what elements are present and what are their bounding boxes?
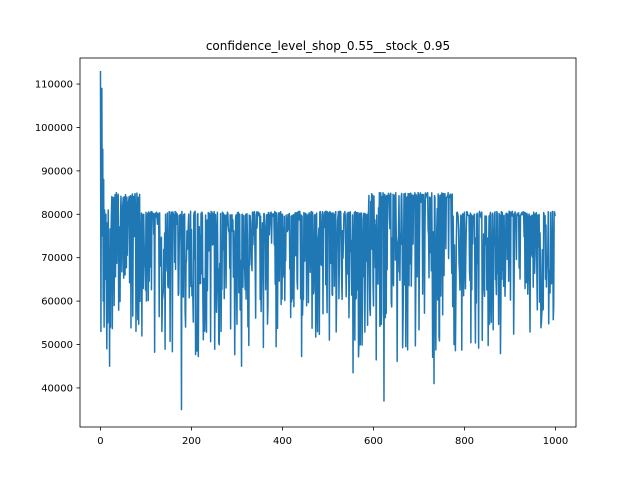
- y-tick-label: 110000: [35, 80, 73, 91]
- y-tick-label: 100000: [35, 123, 73, 134]
- x-tick-label: 600: [364, 436, 383, 447]
- axes-layer: 0 200 400 600 800 1000 40000 50000 60000 70000 800…: [35, 57, 577, 447]
- y-tick-label: 70000: [41, 253, 73, 264]
- axes-frame: [79, 57, 577, 428]
- x-tick-label: 1000: [543, 436, 568, 447]
- x-tick-label: 0: [97, 436, 103, 447]
- chart-title: confidence_level_shop_0.55__stock_0.95: [206, 39, 450, 53]
- series-line: [99, 71, 556, 411]
- y-tick-label: 50000: [41, 340, 73, 351]
- y-tick-label: 40000: [41, 383, 73, 394]
- x-tick-label: 400: [273, 436, 292, 447]
- series-layer: [99, 71, 556, 411]
- y-tick-label: 80000: [41, 210, 73, 221]
- x-tick-label: 800: [455, 436, 474, 447]
- x-tick-label: 200: [182, 436, 201, 447]
- y-tick-label: 60000: [41, 297, 73, 308]
- y-tick-label: 90000: [41, 166, 73, 177]
